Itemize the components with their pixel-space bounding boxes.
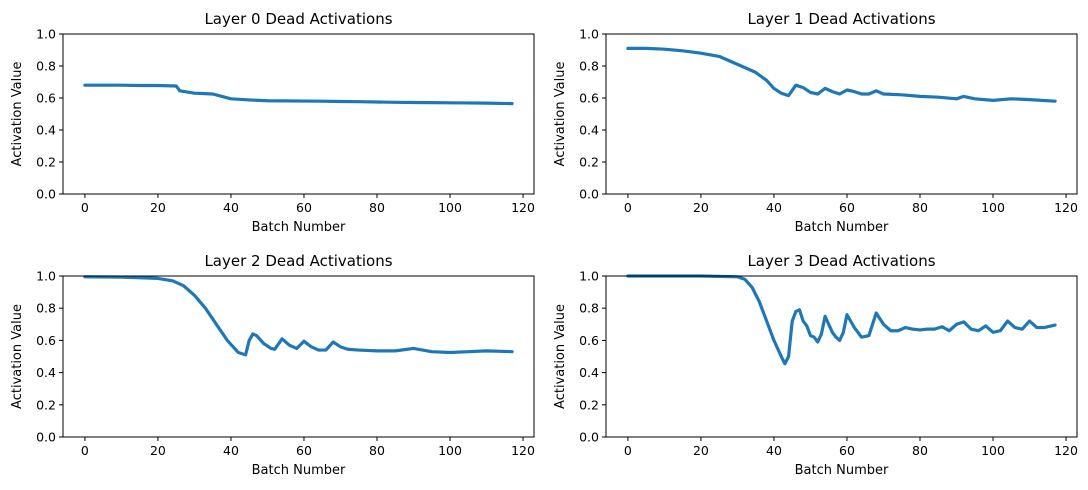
y-axis-label: Activation Value: [553, 304, 568, 409]
y-tick-label: 0.8: [36, 59, 56, 74]
y-tick-label: 0.0: [579, 187, 599, 202]
y-tick-label: 0.6: [36, 333, 56, 348]
x-tick-label: 60: [296, 443, 312, 458]
y-tick-label: 0.4: [36, 365, 56, 380]
y-tick-label: 0.4: [579, 123, 599, 138]
subplot-title: Layer 1 Dead Activations: [747, 10, 935, 28]
axes-frame: [62, 33, 535, 195]
subplot-layer-2: 0 20 40 60 80 100 120 0.0 0.2 0.4 0.6 0.8 1.0 Layer 2…: [10, 252, 535, 478]
x-tick-label: 120: [511, 200, 535, 215]
x-tick-label: 80: [369, 200, 385, 215]
x-tick-label: 40: [223, 200, 239, 215]
series-line: [626, 46, 1057, 103]
x-tick-label: 20: [150, 443, 166, 458]
axes-frame: [605, 275, 1078, 438]
y-tick-label: 0.8: [36, 301, 56, 316]
x-tick-label: 60: [296, 200, 312, 215]
y-axis-label: Activation Value: [553, 62, 568, 167]
x-tick-label: 100: [981, 443, 1005, 458]
x-axis-label: Batch Number: [795, 220, 889, 235]
x-tick-label: 20: [693, 443, 709, 458]
subplot-layer-1: 0 20 40 60 80 100 120 0.0 0.2 0.4 0.6 0.8 1.0 Layer 1…: [553, 10, 1078, 235]
y-tick-label: 0.8: [579, 301, 599, 316]
y-tick-label: 0.2: [36, 155, 56, 170]
x-tick-label: 100: [438, 443, 462, 458]
y-tick-label: 0.2: [579, 155, 599, 170]
y-tick-label: 0.6: [579, 333, 599, 348]
x-tick-label: 0: [81, 200, 89, 215]
x-axis-label: Batch Number: [252, 220, 346, 235]
x-tick-label: 120: [1054, 443, 1078, 458]
x-tick-label: 0: [624, 200, 632, 215]
x-tick-label: 40: [223, 443, 239, 458]
y-tick-label: 0.8: [579, 59, 599, 74]
x-tick-label: 80: [912, 443, 928, 458]
subplot-layer-3: 0 20 40 60 80 100 120 0.0 0.2 0.4 0.6 0.8 1.0 Layer 3…: [553, 252, 1078, 478]
y-tick-label: 0.4: [36, 123, 56, 138]
x-tick-label: 40: [766, 443, 782, 458]
x-tick-label: 0: [81, 443, 89, 458]
subplot-title: Layer 2 Dead Activations: [204, 252, 392, 270]
x-tick-label: 100: [981, 200, 1005, 215]
subplot-title: Layer 0 Dead Activations: [204, 10, 392, 28]
y-tick-label: 1.0: [579, 27, 599, 42]
y-tick-label: 0.2: [579, 397, 599, 412]
x-tick-label: 40: [766, 200, 782, 215]
x-axis-label: Batch Number: [252, 463, 346, 478]
y-tick-label: 0.4: [579, 365, 599, 380]
x-tick-label: 100: [438, 200, 462, 215]
y-tick-label: 0.6: [36, 91, 56, 106]
y-tick-label: 0.0: [36, 430, 56, 445]
x-tick-label: 20: [150, 200, 166, 215]
series-line: [83, 275, 514, 357]
x-tick-label: 60: [839, 443, 855, 458]
subplot-title: Layer 3 Dead Activations: [747, 252, 935, 270]
x-tick-label: 20: [693, 200, 709, 215]
series-line: [83, 83, 514, 106]
x-tick-label: 120: [1054, 200, 1078, 215]
y-tick-label: 0.2: [36, 397, 56, 412]
y-axis-label: Activation Value: [10, 62, 25, 167]
x-tick-label: 80: [912, 200, 928, 215]
x-tick-label: 120: [511, 443, 535, 458]
x-axis-label: Batch Number: [795, 463, 889, 478]
x-tick-label: 60: [839, 200, 855, 215]
x-tick-label: 0: [624, 443, 632, 458]
x-tick-label: 80: [369, 443, 385, 458]
y-tick-label: 1.0: [579, 269, 599, 284]
y-tick-label: 0.0: [36, 187, 56, 202]
y-tick-label: 0.6: [579, 91, 599, 106]
axes-frame: [62, 275, 535, 438]
y-tick-label: 1.0: [36, 27, 56, 42]
y-tick-label: 1.0: [36, 269, 56, 284]
y-axis-label: Activation Value: [10, 304, 25, 409]
series-line: [626, 274, 1057, 366]
axes-frame: [605, 33, 1078, 195]
subplot-layer-0: 0 20 40 60 80 100 120 0.0 0.2 0.4 0.6 0.8 1.0 Layer 0…: [10, 10, 535, 235]
y-tick-label: 0.0: [579, 430, 599, 445]
